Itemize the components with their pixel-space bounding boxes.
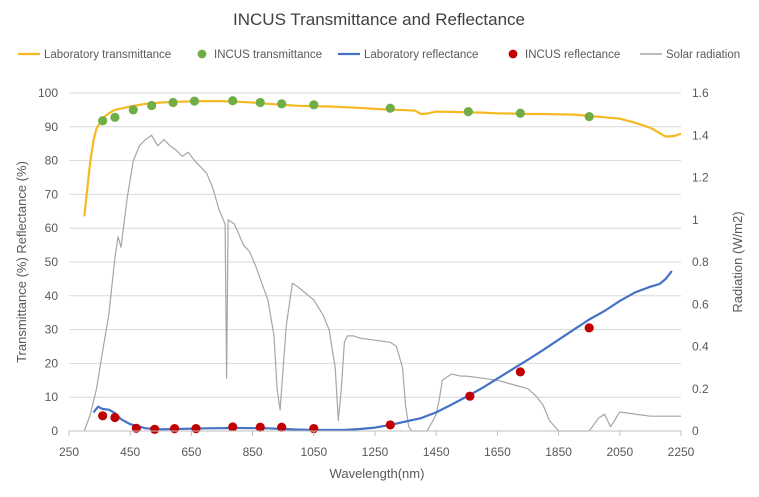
legend-label: Laboratory transmittance — [44, 49, 171, 61]
legend-label: INCUS reflectance — [525, 49, 620, 61]
data-point-incus-transmittance — [128, 105, 138, 115]
data-point-incus-transmittance — [463, 106, 473, 117]
data-point-incus-transmittance — [98, 116, 108, 126]
data-point-incus-transmittance — [584, 112, 594, 122]
y-tick-label: 20 — [45, 356, 59, 370]
data-point-incus-transmittance — [309, 100, 319, 110]
legend-label: Laboratory reflectance — [364, 49, 478, 61]
y-tick-label: 100 — [38, 86, 58, 100]
data-point-incus-reflectance — [150, 424, 160, 434]
legend-label: INCUS transmittance — [214, 49, 322, 61]
y-tick-label: 10 — [45, 390, 59, 404]
y2-tick-label: 0.2 — [692, 382, 709, 396]
data-point-incus-reflectance — [465, 391, 475, 401]
x-tick-label: 250 — [59, 445, 79, 459]
x-tick-label: 1650 — [484, 445, 511, 459]
data-point-incus-reflectance — [515, 367, 525, 377]
x-tick-label: 1050 — [300, 445, 327, 459]
data-point-incus-transmittance — [385, 103, 395, 113]
legend: Laboratory transmittance INCUS transmitta… — [18, 49, 740, 61]
data-point-incus-transmittance — [277, 99, 287, 109]
y2-tick-label: 1.6 — [692, 86, 709, 100]
y2-tick-label: 0.4 — [692, 340, 709, 354]
x-tick-label: 1450 — [423, 445, 450, 459]
y2-tick-label: 1.2 — [692, 171, 709, 185]
data-point-incus-transmittance — [168, 97, 178, 108]
series-line-laboratory-reflectance — [92, 270, 673, 432]
x-tick-label: 850 — [243, 445, 263, 459]
y-tick-label: 40 — [45, 289, 59, 303]
y2-tick-label: 1 — [692, 213, 699, 227]
data-point-incus-transmittance — [515, 108, 525, 118]
plot-area — [83, 96, 682, 434]
data-point-incus-reflectance — [255, 422, 265, 432]
y-tick-label: 90 — [45, 120, 59, 134]
y-axis-title: Transmittance (%) Reflectance (%) — [14, 161, 29, 363]
x-tick-label: 650 — [181, 445, 201, 459]
y-tick-label: 0 — [51, 424, 58, 438]
x-tick-label: 2250 — [668, 445, 695, 459]
x-tick-label: 1250 — [362, 445, 389, 459]
x-tick-label: 2050 — [606, 445, 633, 459]
data-point-incus-transmittance — [147, 100, 157, 111]
y-tick-label: 70 — [45, 187, 59, 201]
x-axis-title: Wavelength(nm) — [330, 466, 425, 481]
data-point-incus-transmittance — [255, 97, 265, 108]
data-point-incus-transmittance — [110, 112, 120, 122]
y2-tick-label: 0.6 — [692, 297, 709, 311]
data-point-incus-reflectance — [584, 323, 594, 333]
legend-label: Solar radiation — [666, 49, 740, 61]
y-tick-label: 60 — [45, 221, 59, 235]
y-tick-label: 30 — [45, 323, 59, 337]
x-tick-label: 1850 — [545, 445, 572, 459]
data-point-incus-reflectance — [191, 424, 201, 434]
grid — [69, 92, 681, 432]
x-tick-label: 450 — [120, 445, 140, 459]
legend-swatch-marker — [508, 49, 518, 59]
data-point-incus-reflectance — [228, 422, 238, 432]
y-tick-label: 50 — [45, 255, 59, 269]
data-point-incus-reflectance — [277, 422, 287, 432]
data-point-incus-transmittance — [189, 96, 200, 106]
legend-swatch-marker — [197, 49, 207, 59]
data-point-incus-reflectance — [385, 420, 395, 430]
data-point-incus-reflectance — [169, 424, 180, 434]
y2-tick-label: 0 — [692, 424, 699, 438]
chart-title: INCUS Transmittance and Reflectance — [233, 10, 525, 29]
data-point-incus-reflectance — [110, 412, 120, 423]
data-point-incus-reflectance — [131, 423, 141, 433]
data-point-incus-transmittance — [228, 96, 238, 106]
series-line-laboratory-transmittance — [83, 99, 682, 217]
y2-axis-title: Radiation (W/m2) — [730, 211, 745, 312]
series-line-solar-radiation — [83, 134, 681, 432]
data-point-incus-reflectance — [98, 411, 108, 421]
axes: 0 10 20 30 40 50 60 70 80 90 100 0 0.2 0.4 0.6 0.8 1 1.2 1… — [38, 86, 709, 459]
y2-tick-label: 1.4 — [692, 128, 709, 142]
y2-tick-label: 0.8 — [692, 255, 709, 269]
y-tick-label: 80 — [45, 154, 59, 168]
